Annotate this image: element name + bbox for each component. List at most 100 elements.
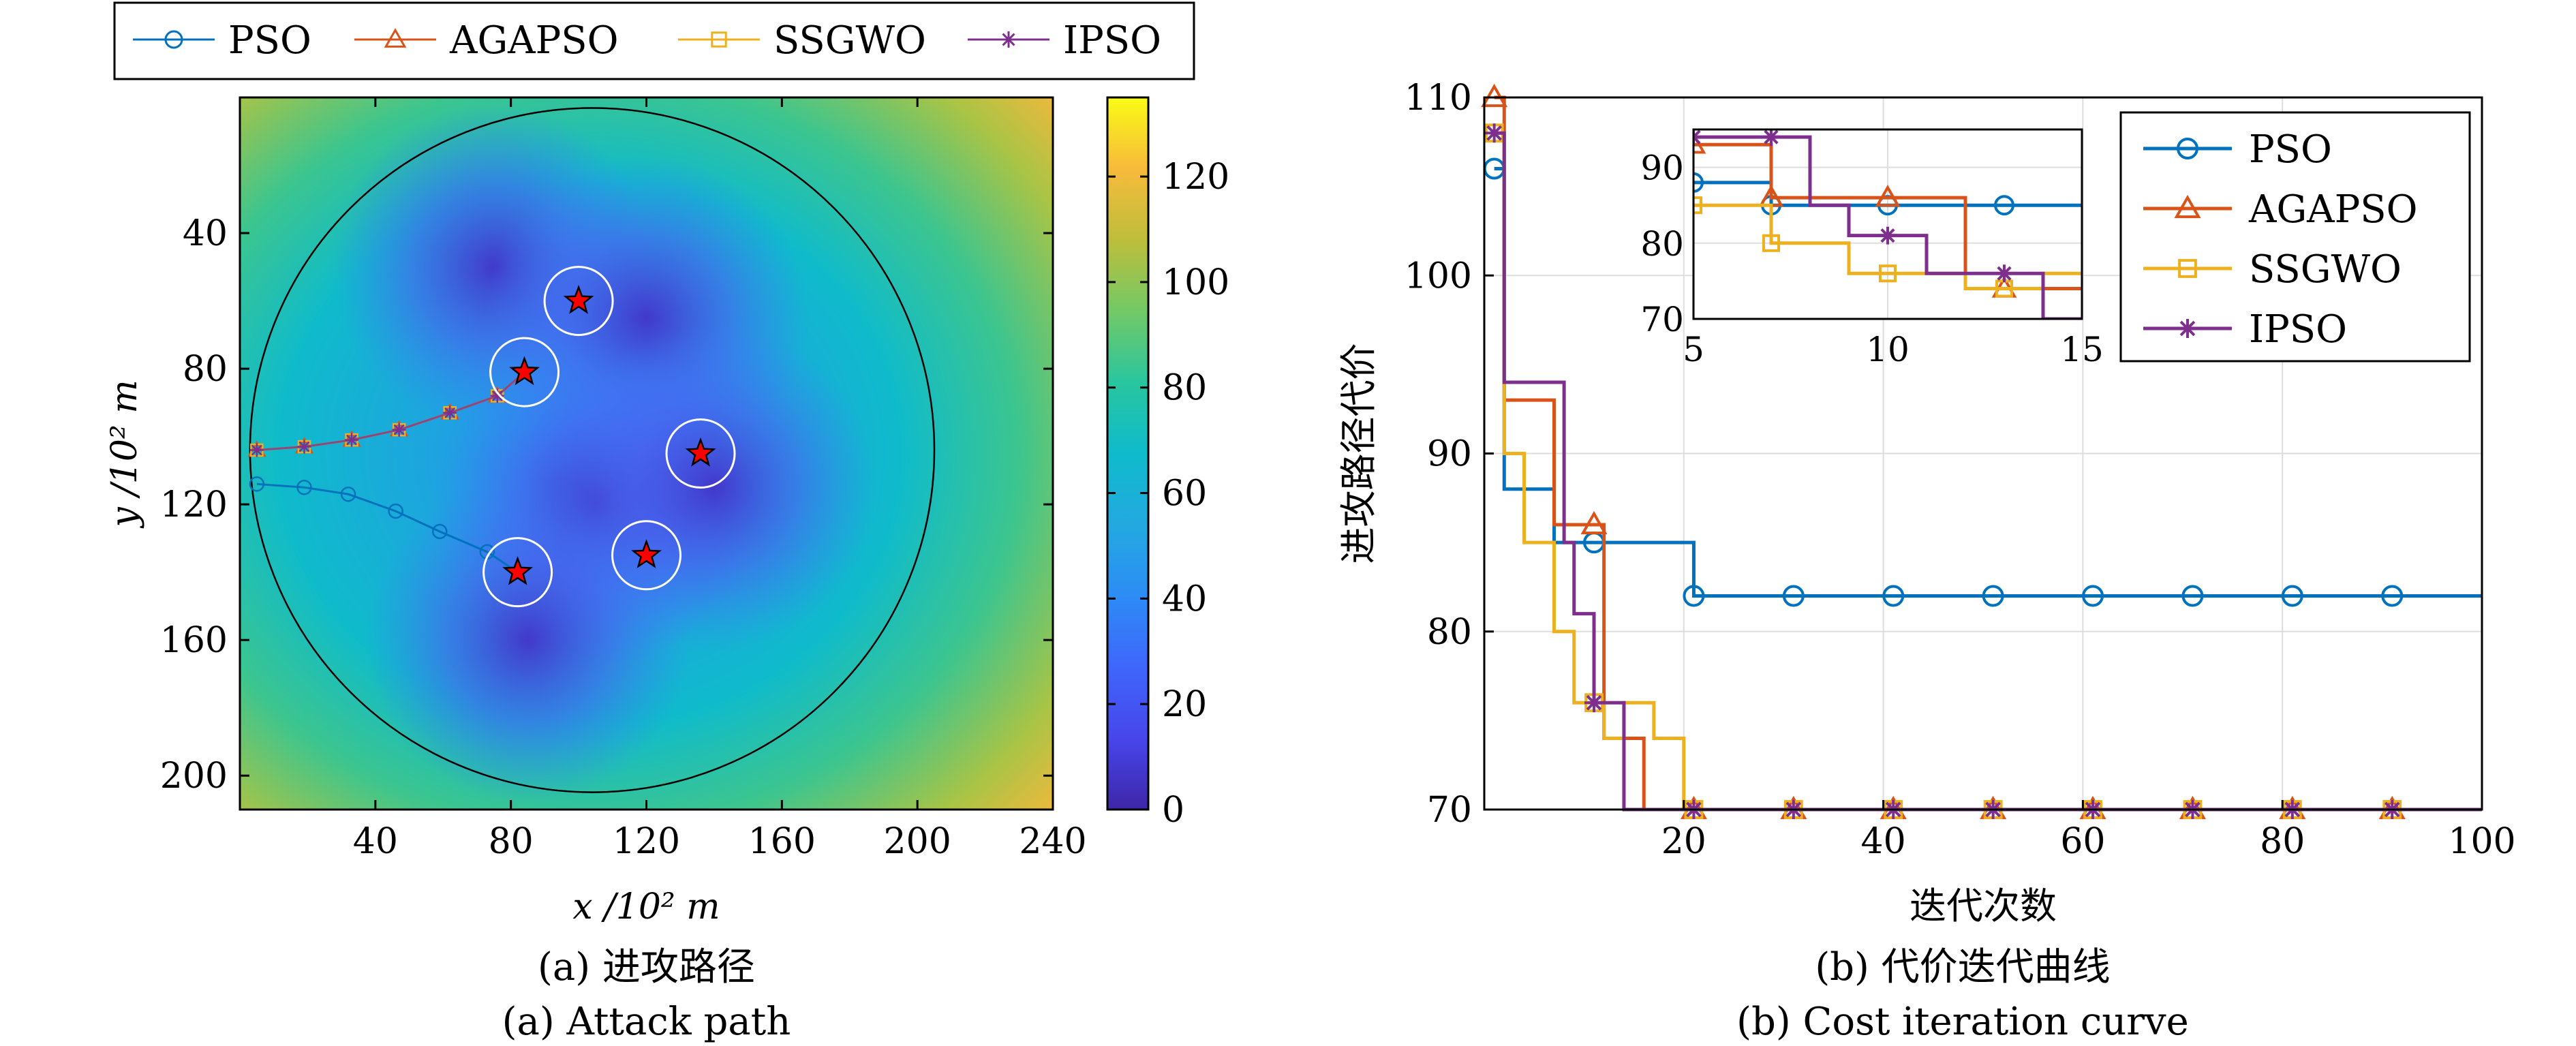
path-point-ipso-stroke (251, 444, 262, 456)
cost-legend: PSO AGAPSO SSGWO IPSO (2119, 111, 2471, 363)
inset-y-tick-label: 80 (1640, 224, 1684, 264)
path-point-ipso (297, 440, 311, 454)
path-point-ipso (443, 405, 457, 420)
inset-x-tick-label: 15 (2060, 330, 2104, 369)
y-tick-label: 100 (1405, 256, 1472, 296)
series-point-agapso (1481, 83, 1508, 108)
inset-point-ipso (1995, 264, 2013, 283)
inset-point-pso (1994, 195, 2014, 216)
series-point-ipso (1584, 693, 1604, 713)
path-point-ipso-stroke (298, 441, 310, 452)
cost-legend-marker-ipso (2178, 319, 2197, 338)
path-point-pso (249, 476, 265, 492)
cost-legend-label-pso: PSO (2249, 127, 2332, 172)
legend-label-ipso: IPSO (1063, 18, 1161, 63)
top-legend: PSO AGAPSO SSGWO IPSO (113, 1, 1195, 80)
heatmap-xlabel: x /10² m (572, 887, 720, 927)
x-tick-label: 20 (1661, 821, 1706, 862)
series-point-ipso-stroke (1586, 694, 1602, 711)
legend-marker-pso (164, 30, 183, 49)
caption-b-en: (b) Cost iteration curve (1736, 1000, 2189, 1044)
series-point-ipso (1484, 123, 1504, 143)
heatmap-ylabel: y /10² m (104, 380, 145, 528)
path-point-pso (340, 486, 356, 502)
x-tick-label: 60 (2060, 821, 2105, 862)
target-star (509, 356, 540, 386)
cost-legend-label-agapso: AGAPSO (2248, 187, 2418, 232)
colorbar-tick-label: 40 (1162, 579, 1207, 619)
target-star (502, 556, 533, 585)
colorbar-tick-label: 60 (1162, 474, 1207, 514)
colorbar-tick-label: 20 (1162, 684, 1207, 725)
y-tick-label: 110 (1405, 78, 1472, 119)
series-point-pso (2381, 585, 2404, 607)
colorbar-tick-label: 120 (1162, 157, 1229, 198)
inset-line-agapso (1693, 142, 2082, 291)
threat-zone (551, 324, 877, 650)
legend-marker-ipso-stroke (1002, 33, 1015, 46)
inset-point-ipso-stroke (1693, 135, 1701, 144)
heatmap-field (240, 97, 1053, 810)
y-tick-label: 70 (1427, 790, 1472, 831)
target-ring (665, 418, 736, 489)
path-point-ipso (249, 443, 264, 457)
legend-marker-agapso (384, 28, 407, 48)
top-legend-box (113, 1, 1195, 80)
series-point-pso (2181, 585, 2204, 607)
series-point-agapso (1580, 510, 1608, 535)
caption-a-cn: (a) 进攻路径 (538, 945, 755, 989)
path-point-ipso-stroke (491, 390, 503, 401)
inset-point-ssgwo (1878, 264, 1897, 283)
cost-legend-marker-pso (2177, 138, 2198, 159)
cost-legend-marker-agapso (2174, 194, 2201, 219)
colorbar: 0 20 40 60 80 100 120 (1106, 96, 1229, 831)
x-tick-label: 160 (748, 821, 816, 862)
cost-xlabel: 迭代次数 (1910, 885, 2057, 927)
x-tick-label: 80 (489, 821, 534, 862)
cost-curve-panel: 20 40 60 80 100 70 80 90 100 110 迭代次数 进攻路径代价 (b) … (1337, 78, 2516, 1044)
inset-point-ipso-stroke (1997, 266, 2012, 281)
series-point-pso (1683, 585, 1705, 607)
colorbar-tick-label: 0 (1162, 790, 1184, 831)
path-point-ipso (345, 433, 359, 447)
series-point-pso (1782, 585, 1805, 607)
inset-point-ipso (1762, 129, 1780, 147)
inset-point-agapso (1875, 185, 1901, 207)
caption-b-cn: (b) 代价迭代曲线 (1815, 945, 2110, 989)
cost-legend-label-ssgwo: SSGWO (2249, 247, 2402, 292)
legend-marker-ssgwo (711, 31, 727, 48)
cost-legend-label-ipso: IPSO (2249, 307, 2347, 352)
target-ring (543, 266, 614, 337)
path-point-ipso-stroke (393, 424, 405, 435)
inset-point-ipso-stroke (1693, 129, 1701, 139)
path-point-ipso-stroke (444, 407, 456, 418)
path-point-pso (296, 480, 312, 495)
x-tick-label: 120 (613, 821, 680, 862)
y-tick-label: 80 (1427, 612, 1472, 653)
inset-y-tick-label: 70 (1640, 300, 1684, 339)
caption-a-en: (a) Attack path (502, 1000, 791, 1044)
inset-point-pso (1693, 172, 1704, 193)
target-star (631, 539, 662, 568)
y-tick-label: 40 (183, 213, 228, 254)
inset-y-tick-label: 90 (1640, 149, 1684, 188)
series-point-pso (1982, 585, 2004, 607)
path-point-pso (388, 503, 403, 519)
legend-label-ssgwo: SSGWO (773, 18, 926, 63)
y-tick-label: 90 (1427, 434, 1472, 475)
target-star (563, 285, 594, 314)
inset-point-ipso (1693, 129, 1702, 147)
inset-line-ipso (1693, 135, 2082, 319)
colorbar-gradient (1106, 96, 1150, 811)
y-tick-label: 80 (183, 349, 228, 390)
colorbar-tick-label: 100 (1162, 262, 1229, 303)
y-tick-label: 160 (160, 620, 228, 661)
x-tick-label: 40 (353, 821, 398, 862)
path-pso (256, 482, 519, 573)
inset-zoom: 5 10 15 70 80 90 (1640, 128, 2104, 369)
target-ring (611, 520, 681, 591)
x-tick-label: 40 (1861, 821, 1906, 862)
series-point-ipso-stroke (1486, 125, 1502, 141)
inset-point-ipso-stroke (1880, 228, 1895, 243)
